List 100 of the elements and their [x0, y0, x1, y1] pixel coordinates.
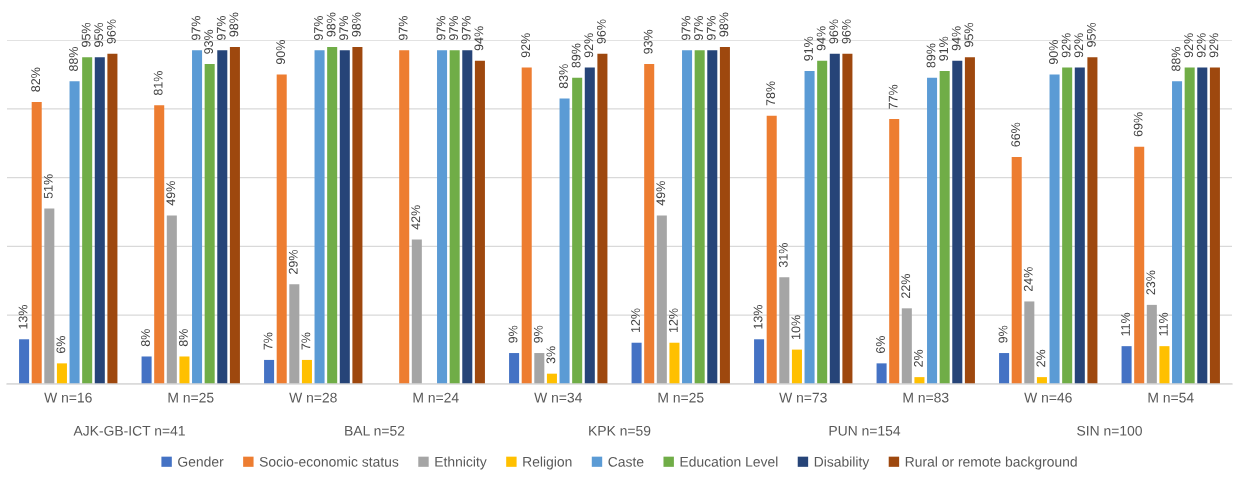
data-label: 22% — [901, 274, 911, 298]
data-label: 97% — [436, 16, 446, 41]
bar — [766, 115, 777, 384]
data-label: 93% — [643, 29, 653, 54]
data-label: 7% — [263, 332, 273, 350]
data-label: 95% — [94, 22, 104, 47]
legend-label: Gender — [178, 456, 224, 467]
legend-label: Religion — [523, 456, 572, 470]
data-label: 90% — [276, 40, 286, 65]
bar — [534, 353, 545, 384]
bar — [682, 50, 693, 384]
data-label: 89% — [571, 43, 581, 68]
bar — [964, 57, 975, 384]
bar — [644, 64, 655, 384]
bar — [656, 215, 667, 384]
data-label: 97% — [461, 16, 471, 41]
bar — [314, 50, 325, 384]
data-label: 92% — [1209, 33, 1219, 58]
bar — [204, 64, 215, 384]
data-label: 88% — [1171, 46, 1181, 72]
data-label: 51% — [43, 174, 53, 199]
legend-label: Disability — [814, 456, 870, 470]
legend-label: Caste — [608, 456, 644, 467]
bar — [1049, 74, 1060, 384]
bar — [264, 359, 275, 384]
data-label: 95% — [964, 22, 974, 47]
bar — [94, 57, 105, 384]
bar — [1011, 156, 1022, 384]
data-label: 12% — [631, 308, 640, 333]
text: KPK n=59 — [589, 425, 651, 436]
legend-label: Ethnicity — [435, 456, 487, 470]
data-label: 98% — [351, 12, 361, 37]
bar — [889, 119, 900, 384]
data-label: 82% — [31, 67, 41, 92]
bar — [1159, 346, 1170, 384]
bar — [107, 53, 118, 384]
data-label: 2% — [1036, 349, 1046, 367]
bar — [584, 67, 595, 384]
legend-label: Education Level — [680, 456, 778, 467]
text: AJK-GB-ICT n=41 — [73, 425, 185, 436]
data-label: 23% — [1146, 270, 1156, 295]
bar — [69, 81, 80, 384]
bar — [179, 356, 190, 384]
bar — [817, 60, 828, 384]
data-label: 11% — [1159, 312, 1168, 336]
data-label: 6% — [876, 336, 885, 353]
bar — [154, 105, 165, 384]
data-label: 97% — [398, 16, 408, 41]
data-label: 97% — [706, 16, 716, 41]
bar — [352, 46, 363, 384]
data-label: 91% — [804, 36, 813, 61]
bar — [1209, 67, 1220, 384]
bar — [474, 60, 485, 384]
bar — [719, 46, 730, 384]
data-label: 97% — [191, 16, 201, 41]
data-label: 6% — [56, 336, 66, 353]
bar — [1074, 67, 1085, 384]
data-label: 66% — [1011, 122, 1021, 147]
bar — [19, 339, 30, 384]
bar — [572, 77, 583, 384]
data-label: 13% — [18, 304, 28, 329]
data-label: 11% — [1121, 312, 1130, 336]
x-tick-label: M n=25 — [168, 392, 214, 403]
bar — [449, 50, 460, 384]
bar — [229, 46, 240, 384]
data-label: 96% — [106, 19, 116, 44]
bar — [1197, 67, 1208, 384]
data-label: 93% — [204, 29, 214, 54]
bar — [56, 363, 67, 384]
bar — [276, 74, 287, 384]
data-label: 10% — [791, 315, 801, 339]
bar — [999, 353, 1010, 384]
data-label: 97% — [314, 16, 323, 41]
bar — [509, 353, 520, 384]
data-label: 97% — [681, 16, 691, 41]
bar — [669, 342, 680, 384]
data-label: 92% — [1184, 33, 1194, 58]
data-label: 90% — [1049, 40, 1058, 65]
bar — [901, 308, 912, 384]
bar — [952, 60, 963, 384]
x-tick-label: W n=34 — [534, 392, 582, 403]
bar — [301, 359, 312, 384]
x-tick-label: M n=25 — [658, 392, 704, 403]
x-tick-label: W n=46 — [1024, 392, 1072, 403]
bar — [411, 239, 422, 384]
bar — [791, 349, 802, 384]
data-label: 97% — [339, 16, 349, 41]
data-label: 97% — [216, 16, 226, 41]
data-label: 98% — [326, 12, 336, 37]
bar — [217, 50, 228, 384]
data-label: 92% — [1074, 33, 1084, 58]
bar — [1184, 67, 1195, 384]
x-tick-label: M n=83 — [903, 392, 949, 403]
data-label: 69% — [1133, 112, 1143, 137]
x-tick-label: W n=73 — [779, 392, 827, 403]
data-label: 92% — [584, 33, 594, 58]
bar — [399, 50, 410, 384]
data-label: 77% — [888, 84, 898, 109]
x-tick-label: M n=24 — [413, 392, 459, 403]
data-label: 83% — [559, 64, 568, 89]
